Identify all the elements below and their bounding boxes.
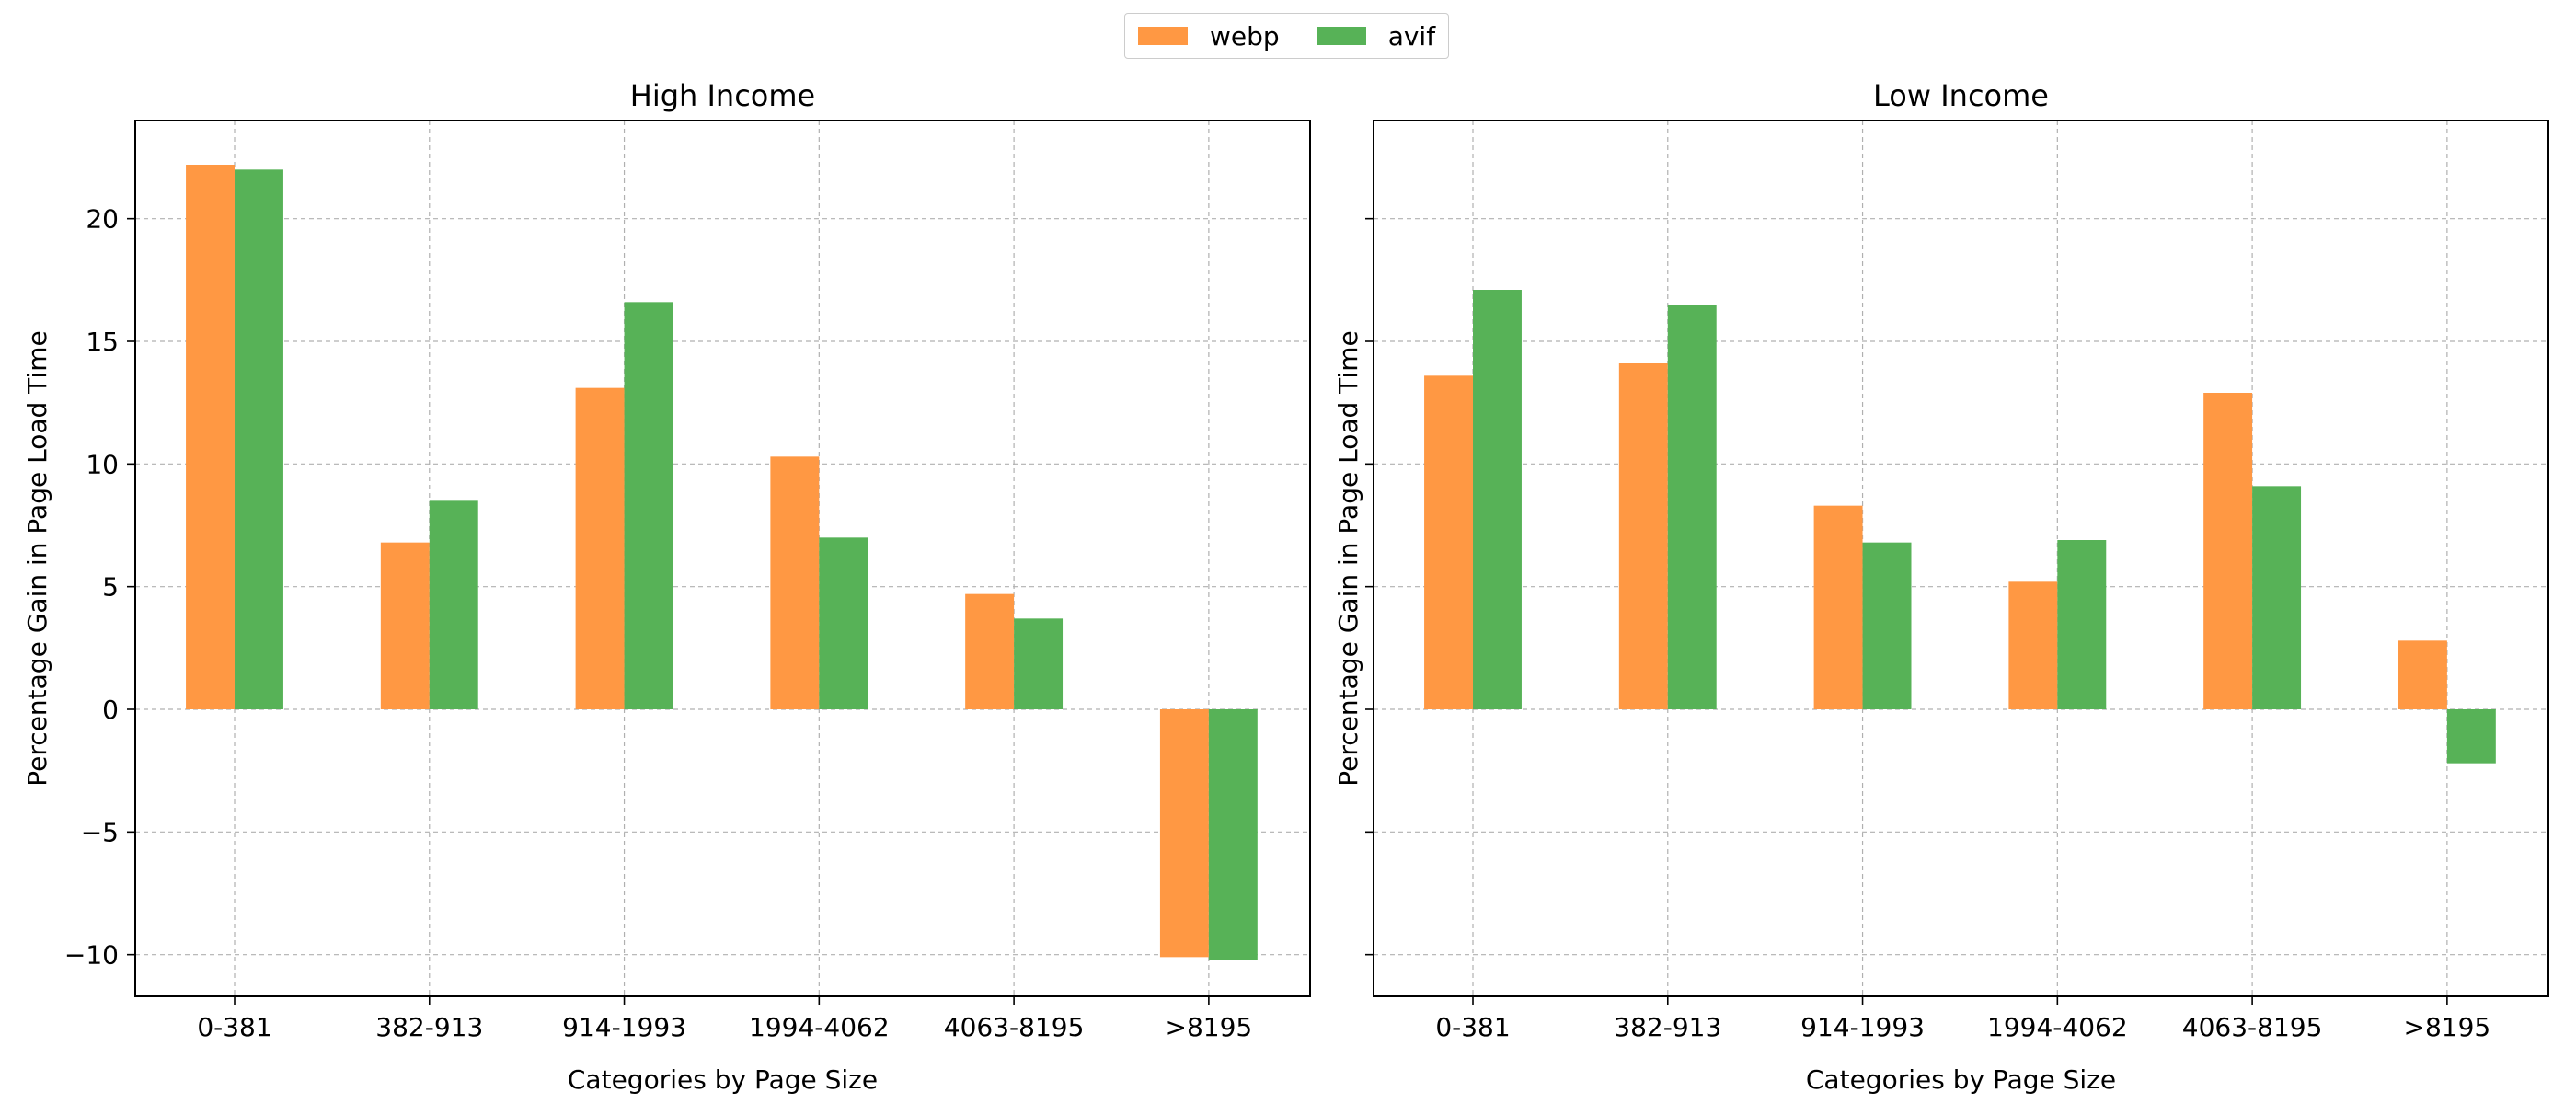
panel-2-xlabel: Categories by Page Size (1806, 1064, 2116, 1095)
legend-swatch-webp (1138, 27, 1188, 45)
panel-2-xtick-label-5: >8195 (2404, 1012, 2491, 1042)
panel-1 (127, 120, 1311, 1005)
panel-1-xtick-label-4: 4063-8195 (944, 1012, 1085, 1042)
panel-2-bar-webp-1 (1618, 363, 1668, 709)
legend-label-avif: avif (1387, 20, 1436, 52)
legend-item-avif: avif (1316, 20, 1436, 52)
panel-1-xtick-label-1: 382-913 (375, 1012, 483, 1042)
panel-2-bar-avif-2 (1862, 542, 1912, 709)
panel-1-bar-webp-5 (1159, 709, 1209, 958)
panel-1-ytick-label-1: −5 (81, 817, 119, 847)
panel-2-bar-webp-0 (1424, 375, 1474, 709)
panel-1-xtick-label-2: 914-1993 (562, 1012, 686, 1042)
panel-1-bar-webp-4 (965, 593, 1015, 709)
panel-1-ytick-label-0: −10 (64, 940, 119, 971)
panel-2 (1365, 120, 2549, 1005)
panel-2-ylabel: Percentage Gain in Page Load Time (1333, 330, 1363, 786)
panel-1-ytick-label-2: 0 (102, 695, 119, 725)
panel-1-bar-avif-3 (819, 537, 868, 709)
panel-2-bar-webp-4 (2203, 393, 2253, 709)
legend: webp avif (1124, 13, 1450, 59)
panel-1-bar-avif-2 (624, 302, 673, 709)
panel-1-bar-webp-0 (186, 165, 236, 709)
panel-1-frame (134, 120, 1311, 997)
panel-1-bar-avif-0 (235, 169, 283, 710)
panel-1-xtick-label-0: 0-381 (197, 1012, 271, 1042)
panel-1-bar-webp-3 (770, 456, 820, 709)
panel-1-bar-webp-1 (380, 542, 430, 709)
legend-item-webp: webp (1138, 21, 1280, 52)
panel-2-frame (1373, 120, 2549, 997)
panel-2-bar-webp-3 (2008, 581, 2058, 709)
panel-1-ytick-label-4: 10 (86, 449, 119, 479)
panel-2-bar-avif-0 (1473, 290, 1522, 709)
panel-1-bar-webp-2 (575, 387, 625, 709)
panel-2-title: Low Income (1873, 78, 2049, 113)
legend-swatch-avif (1316, 27, 1366, 45)
panel-2-xtick-label-1: 382-913 (1614, 1012, 1721, 1042)
panel-2-bar-avif-5 (2446, 709, 2496, 764)
panel-2-bar-webp-2 (1813, 505, 1863, 709)
panel-1-ytick-label-6: 20 (86, 204, 119, 235)
panel-2-xtick-label-0: 0-381 (1435, 1012, 1510, 1042)
panel-1-ytick-label-3: 5 (102, 572, 119, 603)
panel-2-xtick-label-2: 914-1993 (1800, 1012, 1925, 1042)
panel-1-title: High Income (630, 78, 815, 113)
panel-1-bar-avif-4 (1014, 618, 1064, 709)
panel-1-ylabel: Percentage Gain in Page Load Time (22, 330, 52, 786)
panel-2-xtick-label-3: 1994-4062 (1987, 1012, 2128, 1042)
panel-2-bar-avif-1 (1667, 305, 1717, 709)
panel-1-bar-avif-5 (1208, 709, 1258, 960)
panel-1-xtick-label-3: 1994-4062 (749, 1012, 890, 1042)
panel-1-xlabel: Categories by Page Size (568, 1064, 878, 1095)
panel-2-bar-webp-5 (2398, 640, 2447, 709)
panel-1-xtick-label-5: >8195 (1166, 1012, 1253, 1042)
legend-label-webp: webp (1210, 20, 1280, 52)
panel-2-xtick-label-4: 4063-8195 (2182, 1012, 2323, 1042)
panel-1-ytick-label-5: 15 (86, 327, 119, 357)
panel-2-bar-avif-3 (2057, 540, 2107, 709)
panel-2-bar-avif-4 (2252, 486, 2302, 709)
panel-1-bar-avif-1 (429, 500, 478, 709)
